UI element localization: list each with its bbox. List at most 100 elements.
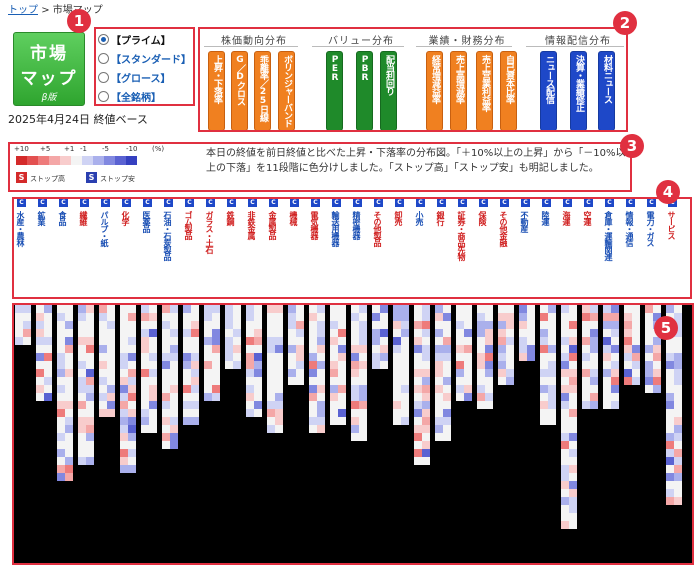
heatmap-cell xyxy=(267,329,275,337)
view-button[interactable]: PER xyxy=(326,51,343,130)
heatmap-cell xyxy=(212,361,220,369)
heatmap-cell xyxy=(632,369,640,377)
sector-name[interactable]: 水産・農林 xyxy=(16,211,25,246)
sector-chart-icon[interactable]: C xyxy=(647,199,656,207)
sector-name[interactable]: 鉄鋼 xyxy=(226,211,235,225)
sector-chart-icon[interactable]: C xyxy=(563,199,572,207)
radio-icon[interactable] xyxy=(98,53,109,64)
sector-name[interactable]: 輸送用機器 xyxy=(331,211,340,246)
sector-name[interactable]: 繊維 xyxy=(79,211,88,225)
sector-name[interactable]: 不動産 xyxy=(520,211,529,232)
view-button[interactable]: 配当利回り xyxy=(380,51,397,130)
sector-chart-icon[interactable]: C xyxy=(206,199,215,207)
sector-chart-icon[interactable]: C xyxy=(59,199,68,207)
sector-chart-icon[interactable]: C xyxy=(353,199,362,207)
sector-name[interactable]: 小売 xyxy=(415,211,424,225)
sector-chart-icon[interactable]: C xyxy=(605,199,614,207)
sector-name[interactable]: パルプ・紙 xyxy=(100,211,109,246)
sector-name[interactable]: 卸売 xyxy=(394,211,403,225)
sector-name[interactable]: 情報・通信 xyxy=(625,211,634,246)
sector-name[interactable]: 食品 xyxy=(58,211,67,225)
heatmap-cell xyxy=(548,313,556,321)
breadcrumb-home-link[interactable]: トップ xyxy=(8,5,38,16)
view-button[interactable]: 決算・業績修正 xyxy=(570,51,587,130)
view-button[interactable]: G／Dクロス xyxy=(231,51,248,130)
sector-name[interactable]: 化学 xyxy=(121,211,130,225)
heatmap-cell xyxy=(233,345,241,353)
heatmap-cell xyxy=(149,377,157,385)
sector-chart-icon[interactable]: C xyxy=(584,199,593,207)
radio-icon[interactable] xyxy=(98,34,109,45)
sector-chart-icon[interactable]: C xyxy=(521,199,530,207)
sector-name[interactable]: 精密機器 xyxy=(352,211,361,239)
heatmap-cell xyxy=(99,321,107,329)
view-button[interactable]: 自己資本比率 xyxy=(500,51,517,130)
view-button[interactable]: 売上営業利益率 xyxy=(476,51,493,130)
sector-name[interactable]: ガラス・土石 xyxy=(205,211,214,253)
sector-name[interactable]: 機械 xyxy=(289,211,298,225)
sector-chart-icon[interactable]: C xyxy=(311,199,320,207)
sector-name[interactable]: 石油・石炭製品 xyxy=(163,211,172,260)
sector-chart-icon[interactable]: C xyxy=(269,199,278,207)
heatmap-cell xyxy=(191,329,199,337)
market-option-2[interactable]: 【グロース】 xyxy=(96,68,193,87)
sector-name[interactable]: 電力・ガス xyxy=(646,211,655,246)
sector-name[interactable]: 電気機器 xyxy=(310,211,319,239)
sector-name[interactable]: 倉庫・運輸関連 xyxy=(604,211,613,260)
sector-chart-icon[interactable]: C xyxy=(101,199,110,207)
market-option-1[interactable]: 【スタンダード】 xyxy=(96,49,193,68)
view-button[interactable]: ニュース配信 xyxy=(540,51,557,130)
sector-name[interactable]: 空運 xyxy=(583,211,592,225)
sector-name[interactable]: 鉱業 xyxy=(37,211,46,225)
sector-chart-icon[interactable]: C xyxy=(227,199,236,207)
sector-chart-icon[interactable]: C xyxy=(80,199,89,207)
sector-chart-icon[interactable]: C xyxy=(122,199,131,207)
sector-name[interactable]: 医薬品 xyxy=(142,211,151,232)
sector-chart-icon[interactable]: C xyxy=(290,199,299,207)
sector-name[interactable]: 証券・商品先物 xyxy=(457,211,466,260)
sector-chart-icon[interactable]: C xyxy=(458,199,467,207)
heatmap-cell xyxy=(632,329,640,337)
sector-chart-icon[interactable]: C xyxy=(185,199,194,207)
sector-name[interactable]: その他製品 xyxy=(373,211,382,246)
sector-chart-icon[interactable]: C xyxy=(17,199,26,207)
sector-chart-icon[interactable]: C xyxy=(248,199,257,207)
view-button[interactable]: 売上高増減率 xyxy=(450,51,467,130)
sector-name[interactable]: 非鉄金属 xyxy=(247,211,256,239)
sector-chart-icon[interactable]: C xyxy=(332,199,341,207)
sector-chart-icon[interactable]: C xyxy=(374,199,383,207)
heatmap-cell xyxy=(611,369,619,377)
sector-name[interactable]: その他金融 xyxy=(499,211,508,246)
sector-chart-icon[interactable]: C xyxy=(38,199,47,207)
heatmap-cell xyxy=(527,305,535,313)
sector-chart-icon[interactable]: C xyxy=(395,199,404,207)
sector-chart-icon[interactable]: C xyxy=(164,199,173,207)
sector-name[interactable]: ゴム製品 xyxy=(184,211,193,239)
sector-name[interactable]: 銀行 xyxy=(436,211,445,225)
sector-name[interactable]: 海運 xyxy=(562,211,571,225)
sector-name[interactable]: 保険 xyxy=(478,211,487,225)
view-button[interactable]: PBR xyxy=(356,51,373,130)
view-button[interactable]: 材料ニュース xyxy=(598,51,615,130)
view-button[interactable]: 乖離率／25日線 xyxy=(254,51,271,130)
market-option-3[interactable]: 【全銘柄】 xyxy=(96,87,193,106)
sector-chart-icon[interactable]: C xyxy=(626,199,635,207)
sector-chart-icon[interactable]: C xyxy=(479,199,488,207)
heatmap-cell xyxy=(78,345,86,353)
sector-chart-icon[interactable]: C xyxy=(416,199,425,207)
sector-name[interactable]: 金属製品 xyxy=(268,211,277,239)
market-option-0[interactable]: 【プライム】 xyxy=(96,30,193,49)
sector-name[interactable]: 陸運 xyxy=(541,211,550,225)
sector-chart-icon[interactable]: C xyxy=(143,199,152,207)
sector-chart-icon[interactable]: C xyxy=(500,199,509,207)
sector-chart-icon[interactable]: C xyxy=(437,199,446,207)
heatmap-cell xyxy=(674,441,682,449)
view-button[interactable]: ボリンジャーバンド xyxy=(278,51,295,130)
sector-name[interactable]: サービス xyxy=(667,211,676,239)
sector-chart-icon[interactable]: C xyxy=(542,199,551,207)
view-button[interactable]: 経常増減益率 xyxy=(426,51,443,130)
radio-icon[interactable] xyxy=(98,72,109,83)
heatmap-cell xyxy=(330,377,338,385)
radio-icon[interactable] xyxy=(98,91,109,102)
view-button[interactable]: 上昇・下落率 xyxy=(208,51,225,130)
